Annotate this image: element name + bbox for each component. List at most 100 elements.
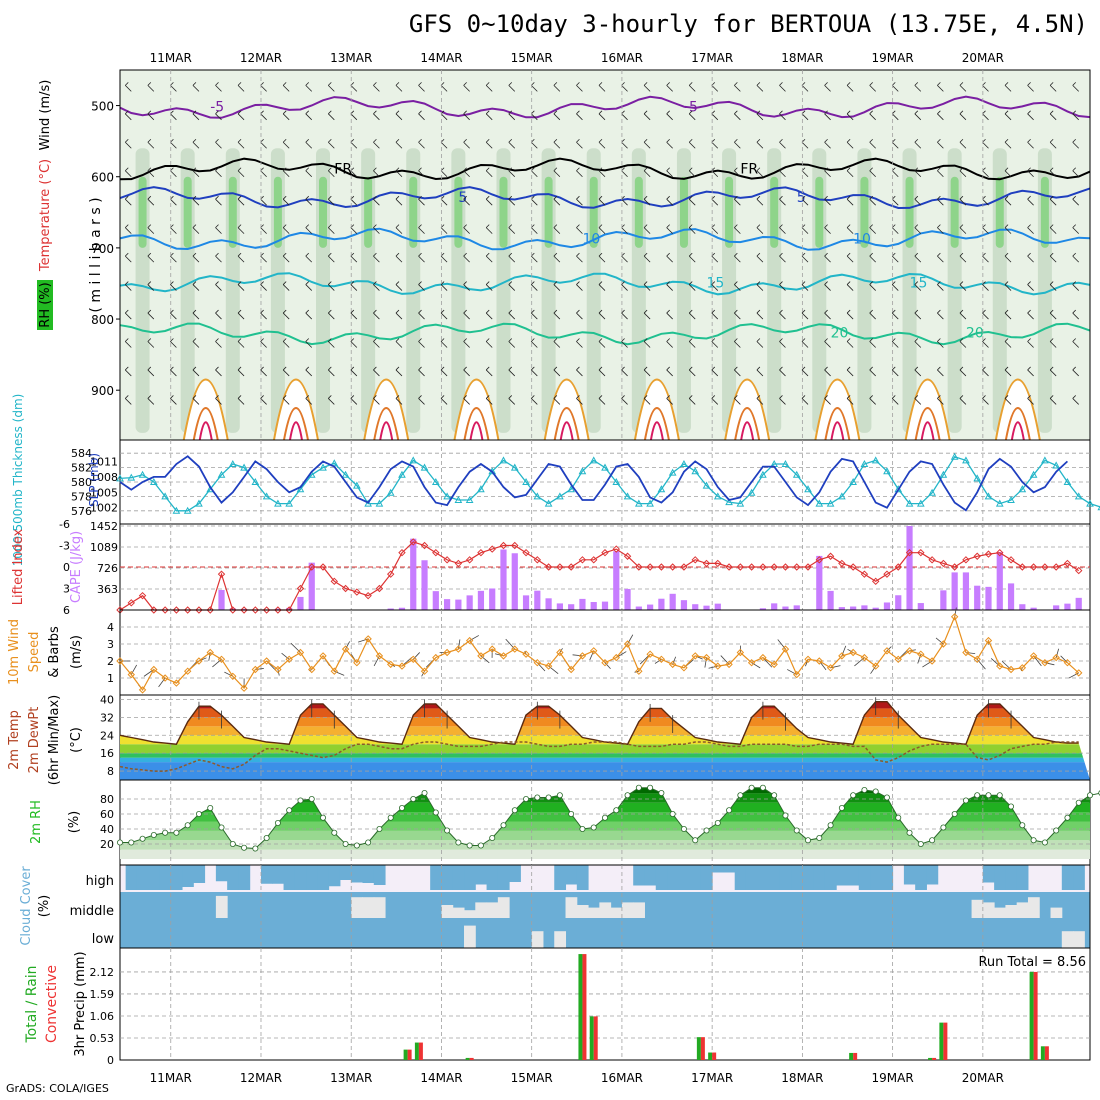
wind-barb-flag [914,309,919,314]
wind-barb-flag [1072,366,1077,371]
wind-barb [328,198,335,206]
wind-speed-point [285,655,293,664]
surface-wind-barb [345,641,351,650]
wind-barb-flag [846,338,851,342]
wind-barb-flag [192,195,197,200]
cloud-high-bar [847,865,860,886]
wind-barb [237,113,245,121]
wind-barb [215,113,222,121]
li-point [420,541,429,550]
wind-barb-flag [779,366,783,371]
boundary-layer-dry-dome [994,378,1041,441]
wind-barb-flag [643,338,648,342]
wind-barb-flag [869,195,873,200]
rh-band [120,840,1090,850]
wind-barb-flag [260,281,264,285]
li-point [1075,566,1083,575]
wind-barb-flag [1072,252,1077,257]
wind-barb [1004,170,1012,178]
wind-barb-flag [553,138,558,143]
wind-barb [937,141,944,149]
wind-barb [328,398,335,405]
wind-barb-flag [192,110,197,115]
wind-barb-flag [824,82,828,86]
slp-tick-label: 1011 [90,455,118,468]
wind-barb-flag [937,366,941,371]
cape-bar [568,604,575,610]
wind-barb-flag [1027,167,1031,172]
rh-point [320,814,327,821]
wind-barb-flag [576,110,580,115]
wind-barb-flag [215,138,219,143]
wind-barb-flag [1027,252,1031,257]
rh-point [421,790,428,797]
wind-barb [959,255,967,263]
wind-barb [824,284,831,291]
li-point [432,548,440,557]
wind-barb [305,341,313,348]
wind-barb [734,170,741,178]
wind-barb-flag [282,110,287,115]
wind-barb-flag [666,366,670,371]
wind-barb [643,85,651,92]
wind-barb-flag [598,338,603,342]
cloud-layer-label-low: low [92,932,115,947]
date-label-top: 18MAR [781,51,823,65]
cloud-high-bar [486,865,499,890]
wind-barb-flag [305,395,310,399]
wind-barb-flag [508,82,513,86]
wind-barb [463,312,470,320]
wind-barb-flag [170,309,174,314]
li-point [206,606,214,614]
precip-tick-label: 1.06 [90,1010,115,1023]
li-point [183,606,192,614]
li-point [533,556,542,564]
rh-point [726,807,733,814]
wind-barb [282,198,290,206]
wind-barb [215,141,222,149]
wind-barb [282,341,290,348]
wind-barb-flag [260,366,264,371]
surface-wind-barb [412,652,421,660]
wind-barb [124,198,132,206]
wind-barb [147,398,155,405]
rh-point [342,841,349,848]
cloud-high-bar [723,865,736,873]
thickness-line [119,456,1100,512]
rh-point [1030,837,1037,844]
wind-barb-flag [395,309,400,314]
wind-barb [463,284,470,291]
wind-barb-flag [801,309,806,314]
wind-barb-flag [801,395,806,399]
rh-point [759,784,766,791]
wind-barb [260,85,267,92]
wind-barb [937,312,944,320]
pressure-tick-label: 600 [91,171,114,185]
cloud-high-bar [317,865,330,890]
wind-barb [260,284,267,291]
cloud-high-bar [791,865,803,890]
precip-convective-bar [932,1057,937,1060]
rh-point [793,827,800,834]
wind-barb [1004,284,1012,291]
wind-barb-flag [598,224,603,228]
wind-barb-flag [237,82,242,86]
thickness-point [161,492,169,500]
rh-point [308,796,315,803]
wind-barb-flag [959,281,964,285]
wind-barb-flag [373,309,377,314]
wind-barb [373,85,380,92]
wind-barb [711,255,719,263]
li-point [353,588,361,596]
wind-barb-flag [147,281,152,285]
thickness-point [634,499,643,507]
precip-convective-bar [712,1052,717,1060]
wind-barb-flag [508,195,513,200]
wind-barb-flag [756,281,761,285]
wind-barb [643,198,651,206]
isotherm-label: 5 [458,190,467,206]
run-total-label: Run Total = 8.56 [978,955,1086,970]
wind-barb-flag [237,281,242,285]
wind-barb-flag [824,167,828,172]
wind-barb-flag [305,167,310,172]
